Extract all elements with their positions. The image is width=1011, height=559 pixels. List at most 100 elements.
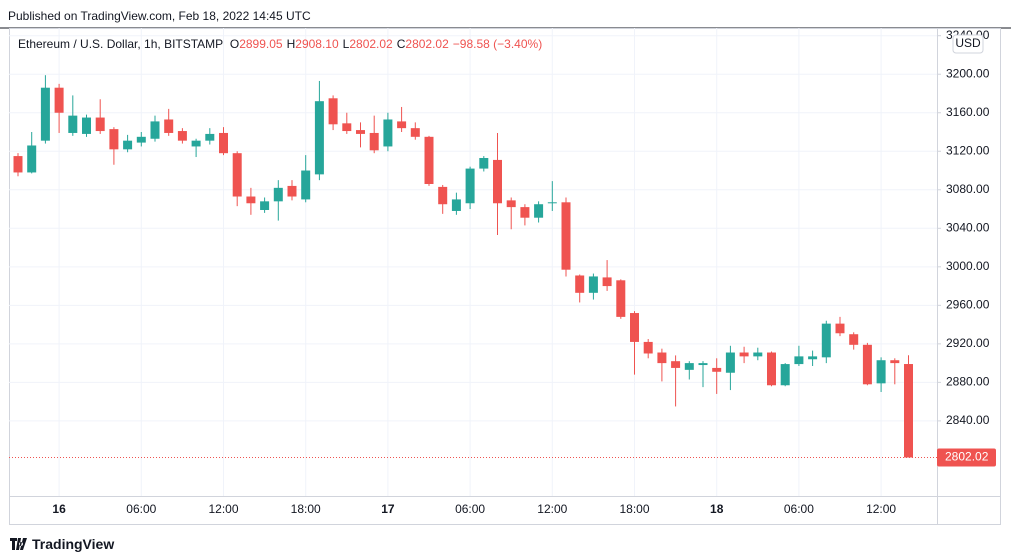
last-price-tag bbox=[937, 448, 996, 467]
candle-body bbox=[684, 363, 694, 370]
candle-body bbox=[424, 136, 434, 184]
candle-body bbox=[369, 132, 379, 151]
ohlc-key: C bbox=[396, 37, 406, 51]
ohlc-value: 2899.05 bbox=[239, 37, 283, 51]
candle-body bbox=[712, 367, 722, 372]
x-tick-label: 18:00 bbox=[619, 502, 649, 516]
candle-body bbox=[671, 361, 681, 368]
candle-body bbox=[890, 360, 900, 364]
candle-body bbox=[602, 277, 612, 287]
candle-body bbox=[657, 352, 667, 364]
axes: 2840.00 2880.00 2920.00 2960.00 3000.00 3040.… bbox=[52, 28, 996, 516]
y-tick-label: 2880.00 bbox=[946, 375, 990, 389]
change: −98.58 (−3.40%) bbox=[452, 37, 543, 51]
currency-badge bbox=[952, 34, 984, 54]
candle-body bbox=[246, 196, 256, 204]
candle-body bbox=[753, 352, 763, 357]
candle-body bbox=[314, 101, 324, 175]
brand-logo bbox=[10, 538, 27, 550]
candle-body bbox=[410, 128, 420, 137]
y-tick-label: 3120.00 bbox=[946, 143, 990, 157]
candle-body bbox=[150, 121, 160, 139]
candle-body bbox=[27, 145, 37, 173]
candle-body bbox=[13, 156, 23, 173]
candle-body bbox=[191, 140, 201, 147]
last-price-label: 2802.02 bbox=[945, 450, 989, 464]
ohlc: O2899.05 H2908.10 L2802.02 C2802.02 bbox=[230, 37, 453, 51]
currency-label: USD bbox=[955, 36, 981, 50]
x-tick-label: 17 bbox=[381, 502, 395, 516]
candle-body bbox=[794, 356, 804, 365]
x-tick-label: 16 bbox=[52, 502, 66, 516]
candle-body bbox=[780, 364, 790, 386]
ohlc-value: 2908.10 bbox=[295, 37, 339, 51]
x-tick-label: 06:00 bbox=[126, 502, 156, 516]
candle-body bbox=[808, 356, 818, 360]
x-tick-label: 12:00 bbox=[866, 502, 896, 516]
candle-body bbox=[862, 344, 872, 385]
candle-body bbox=[725, 352, 735, 373]
candle-body bbox=[821, 323, 831, 358]
candle-body bbox=[95, 117, 105, 132]
symbol: Ethereum / U.S. Dollar, 1h, BITSTAMP bbox=[18, 37, 224, 51]
grid bbox=[9, 28, 937, 496]
x-tick-label: 18:00 bbox=[291, 502, 321, 516]
candle-body bbox=[397, 121, 407, 129]
y-tick-label: 3080.00 bbox=[946, 182, 990, 196]
ohlc-value: 2802.02 bbox=[349, 37, 393, 51]
candle-body bbox=[342, 123, 352, 132]
x-tick-label: 12:00 bbox=[208, 502, 238, 516]
candle-body bbox=[123, 140, 133, 150]
candle-body bbox=[534, 204, 544, 218]
published-note: Published on TradingView.com, Feb 18, 20… bbox=[8, 9, 311, 23]
candle-body bbox=[383, 119, 393, 147]
candle-body bbox=[219, 132, 228, 154]
candle-body bbox=[835, 323, 845, 334]
candle-body bbox=[876, 360, 886, 384]
candle-body bbox=[136, 136, 146, 143]
candle-body bbox=[273, 187, 283, 202]
y-tick-label: 3160.00 bbox=[946, 105, 990, 119]
candle-body bbox=[54, 87, 64, 113]
candle-body bbox=[40, 87, 50, 141]
candle-body bbox=[177, 131, 187, 141]
candle-body bbox=[698, 363, 708, 366]
candle-body bbox=[739, 352, 749, 357]
candle-body bbox=[493, 159, 502, 204]
candle-body bbox=[328, 98, 338, 125]
y-tick-label: 2840.00 bbox=[946, 413, 990, 427]
candle-body bbox=[260, 201, 270, 210]
ohlc-value: 2802.02 bbox=[405, 37, 449, 51]
candle-body bbox=[506, 200, 516, 208]
candle-body bbox=[479, 158, 489, 169]
candle-body bbox=[164, 119, 174, 133]
candle-body bbox=[561, 202, 571, 270]
candle-body bbox=[575, 275, 585, 293]
candle-body bbox=[465, 168, 475, 204]
y-tick-label: 2960.00 bbox=[946, 298, 990, 312]
candle-body bbox=[68, 115, 78, 133]
x-tick-label: 06:00 bbox=[455, 502, 485, 516]
x-tick-label: 12:00 bbox=[537, 502, 567, 516]
candle-body bbox=[356, 130, 365, 134]
brand: TradingView bbox=[32, 536, 115, 552]
candles bbox=[9, 75, 937, 458]
y-tick-label: 3200.00 bbox=[946, 66, 990, 80]
candle-body bbox=[232, 153, 242, 197]
candle-body bbox=[301, 170, 311, 200]
candle-body bbox=[849, 334, 859, 345]
y-tick-label: 2920.00 bbox=[946, 336, 990, 350]
ohlc-key: H bbox=[286, 37, 296, 51]
ohlc-key: O bbox=[229, 37, 240, 51]
x-tick-label: 18 bbox=[710, 502, 724, 516]
candle-body bbox=[451, 199, 461, 211]
candle-body bbox=[588, 276, 598, 293]
candle-body bbox=[205, 133, 215, 141]
y-tick-label: 3000.00 bbox=[946, 259, 990, 273]
y-tick-label: 3040.00 bbox=[946, 220, 990, 234]
candle-body bbox=[287, 185, 297, 197]
candle-body bbox=[438, 186, 448, 205]
candle-body bbox=[643, 341, 653, 354]
